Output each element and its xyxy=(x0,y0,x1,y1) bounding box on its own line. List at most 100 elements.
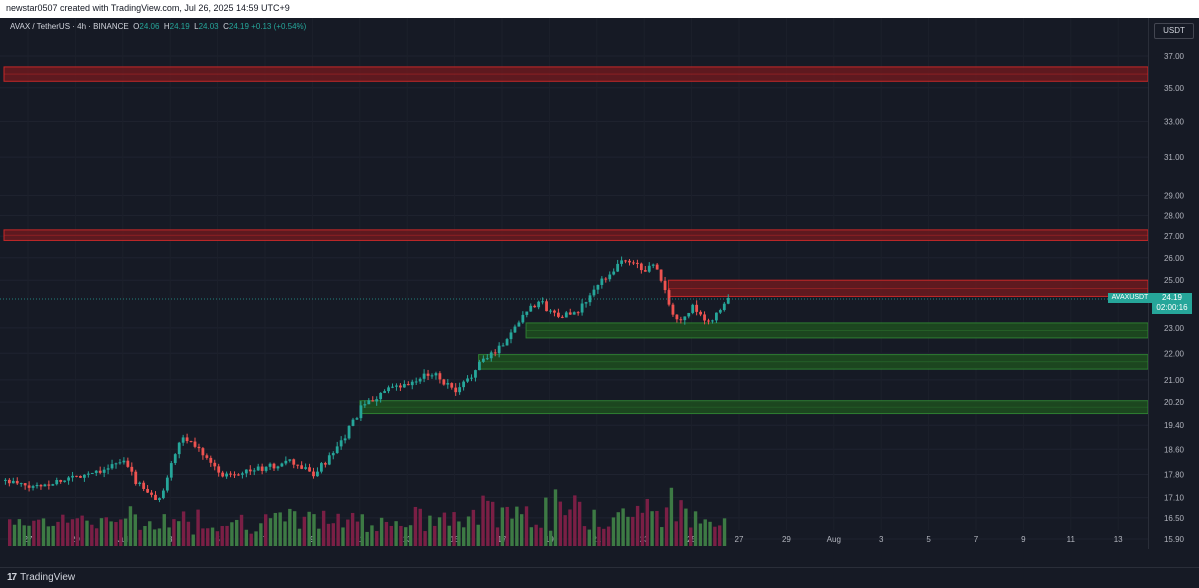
candle-body xyxy=(651,264,655,266)
volume-bar xyxy=(312,514,316,546)
y-tick-label: 19.40 xyxy=(1164,421,1185,430)
candle-body xyxy=(497,345,501,354)
x-tick-label: Jul xyxy=(118,535,128,544)
candle-body xyxy=(521,314,525,323)
price-chart[interactable]: 2729Jul357911131517192123252729Aug357911… xyxy=(0,18,1149,549)
x-tick-label: 27 xyxy=(735,535,744,544)
candle-body xyxy=(422,373,426,379)
y-tick-label: 22.00 xyxy=(1164,349,1185,358)
candle-body xyxy=(248,469,252,472)
y-tick-label: 17.10 xyxy=(1164,493,1185,502)
volume-bar xyxy=(626,516,630,546)
volume-bar xyxy=(181,511,186,546)
candle-body xyxy=(608,274,612,280)
candle-body xyxy=(572,312,576,315)
candle-body xyxy=(568,312,572,315)
volume-bar xyxy=(90,524,94,546)
volume-bar xyxy=(457,521,461,546)
candle-body xyxy=(564,312,568,318)
candle-body xyxy=(335,446,339,454)
candle-body xyxy=(126,460,130,467)
tradingview-logo[interactable]: 17 TradingView xyxy=(7,572,75,583)
volume-bar xyxy=(370,525,374,546)
candle-body xyxy=(478,361,481,371)
candle-body xyxy=(501,345,505,347)
candle-body xyxy=(663,280,667,291)
candle-body xyxy=(15,480,19,484)
candle-body xyxy=(462,381,465,388)
chart-plot-area[interactable]: 2729Jul357911131517192123252729Aug357911… xyxy=(0,18,1149,549)
candle-body xyxy=(406,384,410,386)
candle-body xyxy=(55,479,59,485)
volume-bar xyxy=(491,501,495,546)
volume-bar xyxy=(466,516,471,546)
volume-bar xyxy=(186,521,191,546)
y-tick-label: 27.00 xyxy=(1164,232,1185,241)
volume-bar xyxy=(27,525,31,546)
volume-bar xyxy=(669,487,674,546)
volume-bar xyxy=(582,526,587,546)
volume-bar xyxy=(244,529,249,546)
candle-body xyxy=(711,320,714,322)
volume-bar xyxy=(326,523,331,546)
candle-body xyxy=(557,312,560,317)
volume-bar xyxy=(423,531,427,546)
volume-bar xyxy=(254,531,258,546)
volume-bar xyxy=(206,528,210,546)
candle-body xyxy=(252,470,256,472)
candle-body xyxy=(612,271,616,275)
volume-bar xyxy=(631,516,635,546)
volume-bar xyxy=(259,523,263,546)
currency-selector[interactable]: USDT xyxy=(1154,23,1194,39)
volume-bar xyxy=(157,528,162,546)
volume-bar xyxy=(128,506,133,546)
candle-body xyxy=(31,486,35,488)
volume-bar xyxy=(225,525,229,546)
candle-body xyxy=(189,441,193,443)
candle-body xyxy=(213,462,217,467)
volume-bar xyxy=(611,517,616,546)
candle-body xyxy=(387,387,390,392)
candle-body xyxy=(596,284,600,290)
y-tick-label: 31.00 xyxy=(1164,153,1185,162)
candle-body xyxy=(636,262,639,264)
candle-body xyxy=(560,316,564,318)
y-tick-label: 20.20 xyxy=(1164,398,1185,407)
candle-body xyxy=(71,475,74,478)
legend-close: 24.19 xyxy=(228,22,249,31)
volume-bar xyxy=(713,526,717,546)
candle-body xyxy=(418,378,422,382)
volume-bar xyxy=(321,510,326,546)
candle-body xyxy=(671,304,675,315)
candle-body xyxy=(27,485,31,488)
y-tick-label: 23.00 xyxy=(1164,324,1185,333)
candle-body xyxy=(410,381,414,386)
candle-body xyxy=(458,387,462,393)
volume-bar xyxy=(172,519,176,546)
x-tick-label: 7 xyxy=(974,535,979,544)
candle-body xyxy=(529,305,533,312)
volume-bar xyxy=(249,533,253,546)
volume-bar xyxy=(471,509,476,546)
candle-body xyxy=(79,475,82,478)
volume-bar xyxy=(544,497,548,546)
volume-bar xyxy=(505,506,509,546)
volume-bar xyxy=(210,527,215,546)
candle-body xyxy=(19,483,23,485)
candle-body xyxy=(225,473,228,477)
candle-body xyxy=(489,352,493,359)
candle-body xyxy=(347,425,351,439)
y-tick-label: 15.90 xyxy=(1164,535,1185,544)
price-axis[interactable]: 37.00 35.00 33.00 31.00 29.00 28.00 27.00 26.00… xyxy=(1148,18,1199,549)
candle-body xyxy=(470,377,473,379)
legend-low-label: L xyxy=(194,22,199,31)
volume-bar xyxy=(331,523,336,546)
candle-body xyxy=(169,463,173,478)
volume-bar xyxy=(404,527,408,546)
volume-bar xyxy=(278,512,282,546)
candle-body xyxy=(83,474,86,478)
candle-body xyxy=(620,260,623,264)
candle-body xyxy=(343,438,347,441)
candle-body xyxy=(94,470,98,473)
tradingview-brand: TradingView xyxy=(20,572,76,583)
